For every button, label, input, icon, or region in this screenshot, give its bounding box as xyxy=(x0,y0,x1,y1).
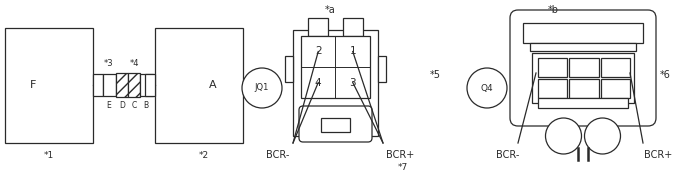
Bar xyxy=(285,56,293,82)
Bar xyxy=(569,79,598,98)
Bar xyxy=(538,58,567,77)
FancyBboxPatch shape xyxy=(510,10,656,126)
Circle shape xyxy=(467,68,507,108)
Bar xyxy=(128,73,140,97)
Bar xyxy=(93,74,103,96)
Text: B: B xyxy=(144,100,149,110)
Text: *2: *2 xyxy=(199,150,209,159)
Bar xyxy=(145,74,155,96)
Text: *4: *4 xyxy=(129,58,139,68)
Text: JQ1: JQ1 xyxy=(255,83,269,93)
Text: *7: *7 xyxy=(398,163,408,173)
Bar xyxy=(523,23,643,43)
Bar xyxy=(538,98,628,108)
Bar xyxy=(155,28,243,143)
Text: BCR+: BCR+ xyxy=(644,150,672,160)
Text: E: E xyxy=(106,100,111,110)
Text: *3: *3 xyxy=(104,58,114,68)
Bar xyxy=(321,118,350,132)
Text: C: C xyxy=(131,100,137,110)
Circle shape xyxy=(545,118,582,154)
Bar xyxy=(308,18,328,36)
Bar xyxy=(532,53,634,103)
Text: 2: 2 xyxy=(315,47,321,57)
Text: 4: 4 xyxy=(315,78,321,88)
Text: A: A xyxy=(209,80,217,90)
Bar xyxy=(600,58,630,77)
Text: Q4: Q4 xyxy=(481,83,493,93)
Bar xyxy=(301,36,370,98)
Bar xyxy=(569,58,598,77)
Text: BCR-: BCR- xyxy=(496,150,520,160)
Bar xyxy=(293,30,378,136)
Bar xyxy=(538,79,567,98)
Text: BCR-: BCR- xyxy=(266,150,290,160)
Bar xyxy=(343,18,363,36)
Bar xyxy=(378,56,386,82)
Bar xyxy=(103,74,116,96)
FancyBboxPatch shape xyxy=(299,106,372,142)
Text: *a: *a xyxy=(325,5,335,15)
Text: *6: *6 xyxy=(660,70,670,80)
Bar xyxy=(600,79,630,98)
Text: *b: *b xyxy=(547,5,558,15)
Text: 3: 3 xyxy=(350,78,356,88)
Bar xyxy=(116,73,128,97)
Text: *1: *1 xyxy=(44,150,54,159)
Text: F: F xyxy=(30,80,36,90)
Bar xyxy=(140,74,153,96)
Text: BCR+: BCR+ xyxy=(386,150,414,160)
Bar xyxy=(530,43,636,51)
Circle shape xyxy=(242,68,282,108)
Text: 1: 1 xyxy=(350,47,356,57)
Bar xyxy=(5,28,93,143)
Circle shape xyxy=(585,118,621,154)
Text: D: D xyxy=(119,100,125,110)
Text: *5: *5 xyxy=(430,70,440,80)
